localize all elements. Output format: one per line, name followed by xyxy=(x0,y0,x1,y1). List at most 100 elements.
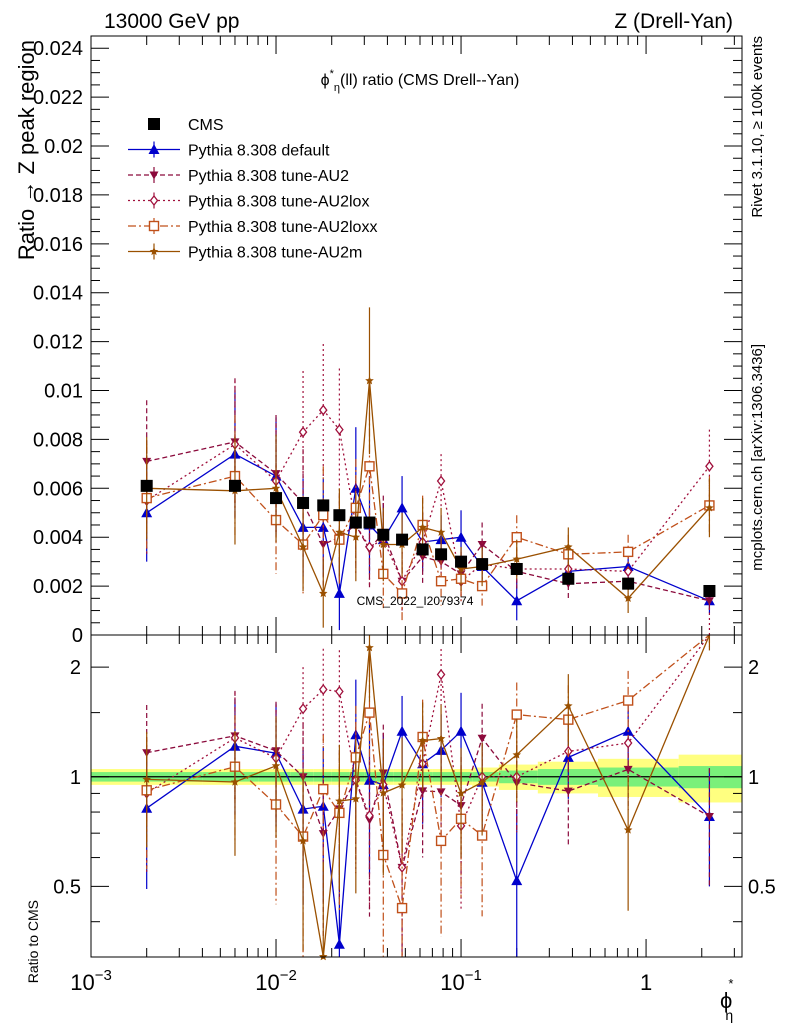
main-series-cms xyxy=(140,479,716,597)
data-point xyxy=(477,541,487,550)
main-ytick-label: 0.018 xyxy=(33,185,83,207)
main-ytick-label: 0.022 xyxy=(33,87,83,109)
data-point xyxy=(318,683,328,696)
series-line xyxy=(146,634,710,909)
data-point xyxy=(270,492,283,505)
data-point xyxy=(335,685,344,698)
ratio-ytick-label-right: 1 xyxy=(748,767,759,789)
data-point xyxy=(318,541,328,550)
data-point xyxy=(705,460,714,472)
data-point xyxy=(318,510,329,521)
data-point xyxy=(418,736,427,745)
data-point xyxy=(512,554,521,563)
legend: CMS Pythia 8.308 default Pythia 8.308 tune… xyxy=(128,117,377,262)
main-ytick-label: 0.006 xyxy=(33,478,83,500)
legend-label: Pythia 8.308 default xyxy=(188,143,330,160)
legend-label: Pythia 8.308 tune-AU2m xyxy=(188,245,362,262)
data-point xyxy=(512,750,521,759)
title-sub: η xyxy=(334,82,340,94)
series-line xyxy=(146,634,710,957)
data-point xyxy=(455,555,468,568)
data-point xyxy=(396,725,408,736)
series-line xyxy=(146,453,710,602)
data-point xyxy=(148,220,160,232)
data-point xyxy=(365,809,374,822)
data-point xyxy=(149,171,159,180)
legend-item: Pythia 8.308 default xyxy=(128,141,330,160)
data-point xyxy=(455,725,467,736)
data-point xyxy=(623,565,633,577)
legend-label: Pythia 8.308 tune-AU2 xyxy=(188,168,349,185)
main-ytick-label: 0.016 xyxy=(33,234,83,256)
data-point xyxy=(704,597,714,606)
xtick-label-exp: −3 xyxy=(95,967,112,984)
data-point xyxy=(333,587,345,598)
xtick-label-base: 10 xyxy=(440,970,464,995)
main-ytick-label: 0 xyxy=(72,625,83,647)
data-point xyxy=(623,593,633,602)
data-point xyxy=(396,533,409,546)
data-point xyxy=(623,765,633,774)
data-point xyxy=(319,588,328,598)
data-point xyxy=(365,541,374,553)
title-rest: (ll) ratio (CMS Drell--Yan) xyxy=(340,72,519,89)
data-point xyxy=(562,572,575,585)
data-point xyxy=(365,643,374,652)
data-point xyxy=(271,761,281,770)
data-point xyxy=(564,701,573,710)
data-point xyxy=(230,777,240,786)
legend-item: Pythia 8.308 tune-AU2loxx xyxy=(128,218,377,236)
xtick-label-exp: −2 xyxy=(280,967,297,984)
data-point xyxy=(436,788,446,797)
data-point xyxy=(477,734,487,743)
series-line xyxy=(146,634,710,868)
data-point xyxy=(455,531,467,542)
ratio-ytick-label: 2 xyxy=(70,657,81,679)
data-point xyxy=(511,709,522,720)
data-point xyxy=(456,564,466,573)
data-point xyxy=(436,475,446,487)
data-point xyxy=(396,902,408,914)
xtick-label-exp: −1 xyxy=(465,967,482,984)
series-line xyxy=(146,729,710,945)
main-plot-ticks: 0 0.002 0.004 0.006 0.008 0.01 0.012 0.014 0.016… xyxy=(33,36,742,647)
data-point xyxy=(148,144,160,154)
data-point xyxy=(623,737,633,749)
data-point xyxy=(140,479,153,492)
data-point xyxy=(379,540,388,549)
mcplots-label: mcplots.cern.ch [arXiv:1306.3436] xyxy=(749,344,766,571)
legend-label: Pythia 8.308 tune-AU2loxx xyxy=(188,219,377,236)
data-point xyxy=(149,247,159,256)
ratio-plot-ticks: 0.5 0.51 12 210−3 10−2 10−1 1 xyxy=(53,635,776,995)
main-ytick-label: 0.024 xyxy=(33,38,83,60)
data-point xyxy=(396,502,408,513)
data-point xyxy=(271,483,281,492)
main-plot-panel: 0 0.002 0.004 0.006 0.008 0.01 0.012 0.014 0.016… xyxy=(33,35,743,647)
data-point xyxy=(396,588,408,599)
data-point xyxy=(564,542,573,551)
ratio-ytick-label-right: 2 xyxy=(748,657,759,679)
data-point xyxy=(622,695,634,706)
data-point xyxy=(435,548,448,561)
header-left: 13000 GeV pp xyxy=(104,10,239,33)
data-point xyxy=(704,813,714,822)
data-point xyxy=(298,703,308,715)
data-point xyxy=(333,509,346,522)
xlabel-sub: η xyxy=(725,1007,733,1023)
data-point xyxy=(435,576,447,587)
data-point xyxy=(364,461,375,472)
xlabel-phi: ϕ xyxy=(720,988,732,1013)
data-point xyxy=(477,777,487,786)
data-point xyxy=(456,788,466,798)
data-point xyxy=(297,496,310,509)
data-point xyxy=(298,426,308,438)
main-ytick-label: 0.01 xyxy=(44,381,83,403)
data-point xyxy=(397,780,407,789)
data-point xyxy=(148,118,160,130)
xtick-label: 10−3 xyxy=(70,967,112,995)
ratio-ytick-label: 0.5 xyxy=(53,876,81,898)
data-point xyxy=(228,479,241,492)
data-point xyxy=(476,558,489,571)
xlabel-sup: * xyxy=(728,976,733,991)
